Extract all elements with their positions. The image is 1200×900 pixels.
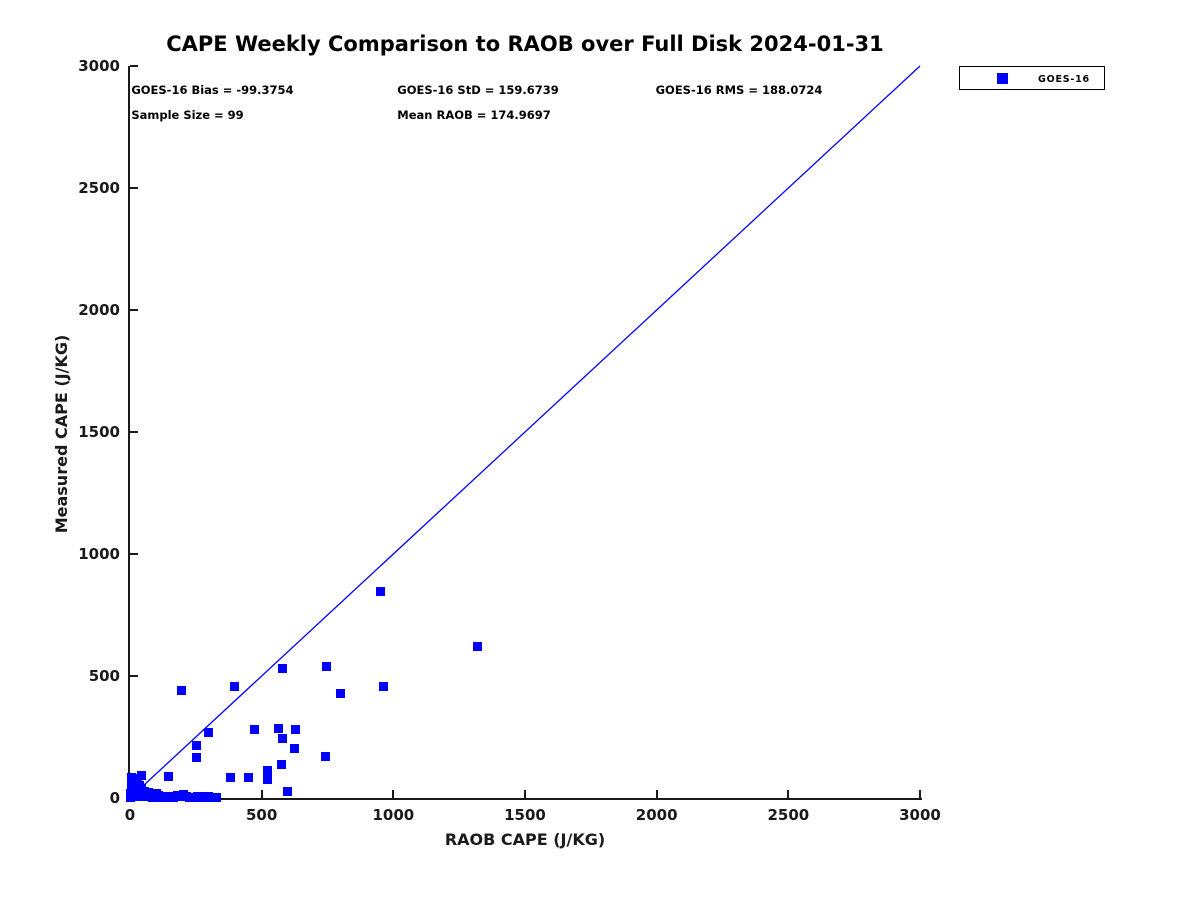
y-axis-tick — [130, 431, 138, 433]
data-point — [250, 725, 260, 735]
x-axis-tick — [787, 790, 790, 798]
stat-annotation: GOES-16 StD = 159.6739 — [397, 82, 559, 97]
y-axis-tick — [130, 553, 138, 555]
legend-box: GOES-16 — [959, 66, 1105, 90]
x-tick-label: 2000 — [635, 806, 678, 824]
data-point — [263, 766, 273, 776]
y-tick-label: 1500 — [78, 423, 120, 441]
y-axis-tick — [130, 187, 138, 189]
data-point — [203, 727, 213, 737]
data-point — [151, 788, 161, 798]
data-point — [320, 752, 330, 762]
y-axis-tick — [130, 675, 138, 677]
legend-marker-square-icon — [997, 73, 1008, 84]
y-axis-tick — [130, 309, 138, 311]
y-tick-label: 0 — [109, 789, 120, 807]
x-axis-label: RAOB CAPE (J/KG) — [444, 830, 606, 849]
x-tick-label: 1500 — [504, 806, 546, 824]
data-point — [192, 740, 202, 750]
data-point — [244, 773, 254, 782]
y-tick-label: 1000 — [78, 545, 120, 563]
data-point — [164, 772, 174, 782]
data-point — [263, 775, 273, 785]
x-tick-label: 1000 — [372, 806, 415, 824]
stat-annotation: GOES-16 RMS = 188.0724 — [655, 82, 823, 97]
data-point — [230, 682, 240, 692]
data-point — [278, 734, 288, 744]
legend-series-label: GOES-16 — [1038, 74, 1090, 85]
data-point — [211, 793, 221, 802]
chart-title: CAPE Weekly Comparison to RAOB over Full… — [166, 32, 884, 56]
stat-annotation: Mean RAOB = 174.9697 — [397, 108, 551, 123]
y-tick-label: 3000 — [78, 57, 120, 75]
x-axis-tick — [655, 790, 658, 798]
data-point — [291, 725, 301, 735]
stat-annotation: GOES-16 Bias = -99.3754 — [131, 82, 294, 97]
data-point — [177, 686, 187, 696]
identity-reference-line — [129, 65, 921, 799]
data-point — [322, 661, 332, 671]
data-point — [336, 689, 346, 699]
x-axis-tick — [919, 790, 921, 798]
y-tick-label: 2500 — [78, 179, 120, 197]
x-axis-spine — [128, 798, 922, 800]
stat-annotation: Sample Size = 99 — [131, 108, 244, 123]
data-point — [472, 642, 482, 652]
x-axis-tick — [260, 790, 263, 798]
y-tick-label: 500 — [88, 667, 120, 685]
y-axis-tick — [130, 65, 138, 67]
data-point — [375, 586, 385, 596]
data-point — [137, 770, 147, 780]
data-point — [161, 792, 171, 802]
data-point — [226, 772, 236, 782]
data-point — [378, 682, 388, 692]
x-axis-tick — [392, 790, 395, 798]
y-axis-spine — [128, 66, 130, 798]
data-point — [131, 773, 141, 783]
data-point — [274, 724, 284, 734]
data-point — [277, 760, 287, 770]
x-tick-label: 3000 — [899, 806, 941, 824]
x-tick-label: 2500 — [767, 806, 810, 824]
data-point — [278, 664, 288, 674]
data-point — [290, 743, 300, 753]
y-tick-label: 2000 — [78, 301, 120, 319]
x-tick-label: 500 — [246, 806, 278, 824]
x-tick-label: 0 — [124, 806, 136, 824]
data-point — [192, 753, 202, 763]
x-axis-tick — [524, 790, 526, 798]
data-point — [134, 781, 144, 791]
data-point — [185, 792, 194, 802]
data-point — [282, 786, 292, 796]
